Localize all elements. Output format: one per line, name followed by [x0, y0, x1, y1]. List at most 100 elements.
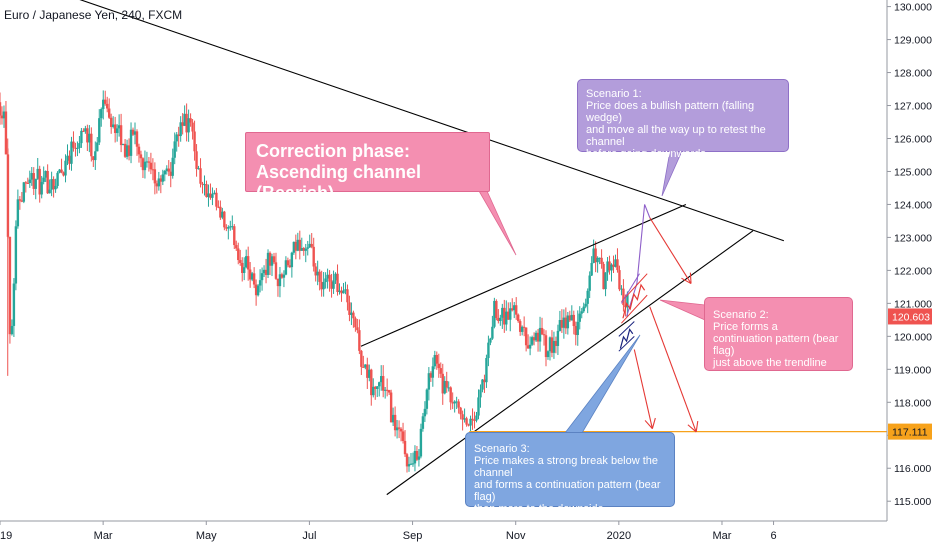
candle-body [552, 340, 556, 353]
candle [507, 302, 510, 320]
candle [227, 225, 230, 240]
candle [290, 251, 294, 278]
candle-body [528, 344, 532, 349]
candle-body [403, 440, 407, 455]
candle [560, 309, 564, 333]
candle-body [320, 281, 323, 290]
candle [616, 248, 619, 273]
candle [229, 220, 232, 231]
candle-body [262, 269, 266, 274]
candle-body [183, 113, 186, 126]
candle [381, 365, 385, 398]
candle-body [350, 312, 353, 315]
candle [556, 324, 560, 356]
y-tick-label: 116.000 [894, 463, 931, 475]
candle [72, 131, 75, 152]
candle-body [20, 200, 24, 202]
candle [286, 257, 290, 268]
candle [548, 336, 552, 361]
candle-body [568, 315, 572, 321]
candle [485, 354, 488, 388]
candle-body [542, 334, 546, 336]
candle-body [451, 402, 454, 404]
candle-body [260, 273, 264, 281]
candle [102, 90, 105, 120]
trendline-channel-lower [386, 230, 754, 496]
candle [258, 269, 262, 293]
candle [346, 284, 349, 311]
candle [139, 150, 143, 168]
candle-body [544, 335, 548, 358]
candle-body [88, 133, 91, 143]
candle [612, 255, 615, 273]
candle-body [129, 129, 133, 156]
candle-body [123, 143, 127, 157]
y-tick-label: 122.000 [894, 265, 932, 277]
candle-body [358, 330, 361, 351]
candle-body [610, 264, 613, 271]
candle [534, 330, 538, 342]
candle-body [121, 143, 125, 146]
candle-body [151, 169, 155, 171]
candle [447, 381, 450, 392]
candle-body [572, 314, 575, 327]
candle [358, 319, 361, 355]
x-tick-label: Mar [713, 530, 732, 542]
candles-layer [0, 90, 629, 473]
candle [409, 452, 413, 466]
candle [292, 241, 296, 255]
candle [580, 308, 583, 319]
candle [395, 419, 399, 439]
candle [274, 252, 278, 280]
candle [94, 141, 97, 170]
arrow-head [651, 417, 656, 429]
candle [155, 180, 159, 194]
candle [374, 385, 377, 400]
candle-body [62, 172, 65, 176]
candle [588, 271, 591, 299]
trendlines-layer [79, 0, 887, 496]
candle-body [294, 241, 298, 251]
candle-body [237, 248, 240, 261]
candle [151, 158, 155, 181]
flag-blue-top [618, 321, 635, 337]
candle [239, 249, 242, 266]
candle [266, 249, 270, 279]
candle [336, 264, 339, 296]
flag-red-bottom [621, 294, 648, 324]
candle [413, 445, 417, 472]
pointer-scenario-3 [564, 334, 641, 434]
candle-body [499, 317, 502, 321]
candle-body [360, 350, 363, 367]
candle [487, 335, 490, 367]
candle [429, 371, 433, 382]
candle [564, 307, 568, 335]
y-tick-label: 121.000 [894, 298, 932, 310]
candle-body [60, 169, 63, 173]
candle-body [417, 456, 421, 460]
candle-body [507, 311, 510, 320]
candle [165, 165, 168, 175]
candle-body [135, 131, 139, 147]
trendline-long-term-descending [79, 0, 785, 242]
candle-body [326, 274, 329, 279]
candle [173, 132, 176, 165]
flag-red-zigzag [622, 283, 646, 319]
candle [268, 251, 272, 275]
candle-body [620, 288, 623, 290]
candle-body [509, 308, 512, 320]
candle-body [119, 125, 123, 146]
candle [4, 100, 8, 155]
candle-body [94, 151, 97, 161]
candle-body [30, 173, 33, 180]
candle-body [423, 408, 427, 417]
candle-body [439, 368, 442, 374]
candle [32, 167, 35, 196]
candle [352, 310, 355, 328]
candle-body [570, 314, 574, 321]
annotation-scenario-2: Scenario 2: Price forms a continuation pat… [704, 297, 853, 381]
candle-body [76, 147, 79, 149]
x-tick-label: Nov [506, 530, 526, 542]
candle [558, 310, 562, 332]
candle-body [397, 427, 401, 429]
